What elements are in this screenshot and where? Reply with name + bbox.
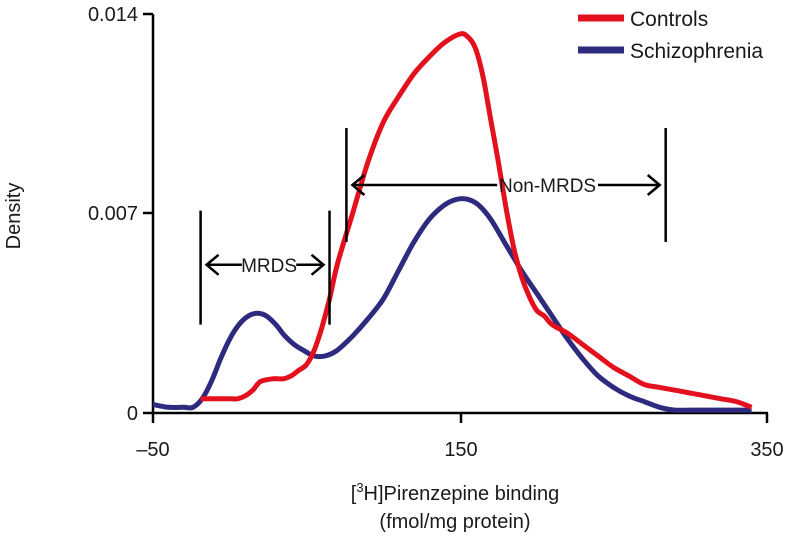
legend-label-schizophrenia: Schizophrenia — [630, 40, 763, 63]
annotation-mrds: MRDS — [199, 210, 331, 325]
annotation-non-mrds-arrowhead-left — [350, 174, 366, 196]
legend: Controls Schizophrenia — [578, 8, 763, 63]
x-tick-label-0: –50 — [136, 439, 169, 461]
annotation-mrds-label: MRDS — [241, 256, 297, 277]
annotation-mrds-arrowhead-left — [204, 253, 220, 276]
y-axis-label: Density — [3, 183, 25, 250]
series-line-controls — [200, 31, 753, 410]
annotation-non-mrds: Non-MRDS — [345, 128, 667, 242]
x-tick-labels: –50 150 350 — [136, 439, 783, 461]
y-tick-label-1: 0.007 — [88, 203, 138, 225]
x-axis-label-line2: (fmol/mg protein) — [379, 511, 530, 533]
annotation-non-mrds-arrowhead-right — [646, 174, 662, 196]
x-axis-label-line1: [3H]Pirenzepine binding — [351, 480, 559, 505]
x-tick-label-2: 350 — [750, 439, 783, 461]
y-tick-label-2: 0.014 — [88, 4, 138, 26]
x-label-bracket-open: [ — [351, 483, 357, 505]
series-layer — [152, 31, 753, 413]
x-tick-label-1: 150 — [444, 439, 477, 461]
y-tick-label-0: 0 — [127, 403, 138, 425]
annotation-non-mrds-label: Non-MRDS — [499, 176, 596, 197]
y-tick-labels: 0 0.007 0.014 — [88, 4, 138, 425]
x-label-superscript: 3 — [356, 480, 363, 495]
series-line-schizophrenia — [152, 196, 752, 413]
axes — [143, 12, 769, 423]
legend-label-controls: Controls — [630, 8, 708, 31]
annotation-layer: MRDS Non-MRDS — [199, 128, 667, 325]
annotation-mrds-arrowhead-right — [310, 253, 326, 276]
x-label-main: H]Pirenzepine binding — [364, 483, 560, 505]
